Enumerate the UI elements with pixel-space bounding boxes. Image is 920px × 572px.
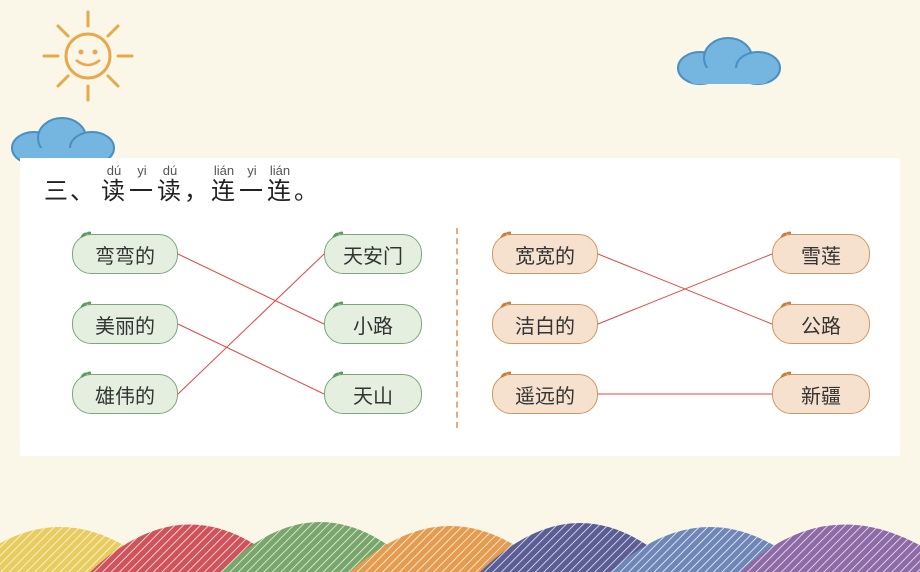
hills-decoration — [0, 462, 920, 572]
leaf-icon — [79, 300, 91, 308]
leaf-icon — [499, 300, 511, 308]
matching-area: 弯弯的美丽的雄伟的 天安门小路天山 宽宽的洁白的遥远的 雪莲公路新疆 — [20, 218, 900, 448]
leaf-icon — [499, 370, 511, 378]
sun-decoration — [38, 6, 138, 106]
connection-line — [178, 254, 324, 324]
pill-label: 雄伟的 — [95, 380, 155, 409]
match-right-pill[interactable]: 公路 — [772, 304, 870, 344]
leaf-icon — [331, 370, 343, 378]
match-right-pill[interactable]: 天安门 — [324, 234, 422, 274]
connection-line — [598, 254, 772, 324]
heading-char: 连lián — [211, 178, 237, 205]
match-right-pill[interactable]: 天山 — [324, 374, 422, 414]
pill-label: 天安门 — [343, 240, 403, 269]
match-left-pill[interactable]: 洁白的 — [492, 304, 598, 344]
pill-label: 雪莲 — [801, 240, 841, 269]
pill-label: 小路 — [353, 310, 393, 339]
exercise-heading: 三、读dú一yi读dú，连lián一yi连lián。 — [44, 164, 320, 206]
connection-line — [178, 324, 324, 394]
leaf-icon — [779, 230, 791, 238]
leaf-icon — [79, 370, 91, 378]
match-left-pill[interactable]: 遥远的 — [492, 374, 598, 414]
heading-char: 连lián — [267, 178, 293, 205]
match-left-pill[interactable]: 弯弯的 — [72, 234, 178, 274]
leaf-icon — [499, 230, 511, 238]
match-left-pill[interactable]: 雄伟的 — [72, 374, 178, 414]
heading-number: 三、 — [44, 178, 96, 205]
match-right-pill[interactable]: 小路 — [324, 304, 422, 344]
match-right-pill[interactable]: 雪莲 — [772, 234, 870, 274]
vertical-divider — [456, 228, 458, 428]
leaf-icon — [331, 230, 343, 238]
heading-char: 一yi — [129, 178, 155, 205]
pill-label: 公路 — [801, 310, 841, 339]
exercise-card: 三、读dú一yi读dú，连lián一yi连lián。 弯弯的美丽的雄伟的 天安门小… — [20, 158, 900, 456]
connection-line — [178, 254, 324, 394]
cloud-decoration — [670, 30, 790, 90]
pill-label: 洁白的 — [515, 310, 575, 339]
heading-char: 读dú — [101, 178, 127, 205]
pill-label: 天山 — [353, 380, 393, 409]
heading-char: 读dú — [157, 178, 183, 205]
leaf-icon — [331, 300, 343, 308]
leaf-icon — [779, 300, 791, 308]
pill-label: 美丽的 — [95, 310, 155, 339]
match-left-pill[interactable]: 宽宽的 — [492, 234, 598, 274]
connection-line — [598, 254, 772, 324]
match-right-pill[interactable]: 新疆 — [772, 374, 870, 414]
leaf-icon — [779, 370, 791, 378]
pill-label: 遥远的 — [515, 380, 575, 409]
pill-label: 宽宽的 — [515, 240, 575, 269]
heading-char: 一yi — [239, 178, 265, 205]
match-left-pill[interactable]: 美丽的 — [72, 304, 178, 344]
pill-label: 弯弯的 — [95, 240, 155, 269]
pill-label: 新疆 — [801, 380, 841, 409]
leaf-icon — [79, 230, 91, 238]
